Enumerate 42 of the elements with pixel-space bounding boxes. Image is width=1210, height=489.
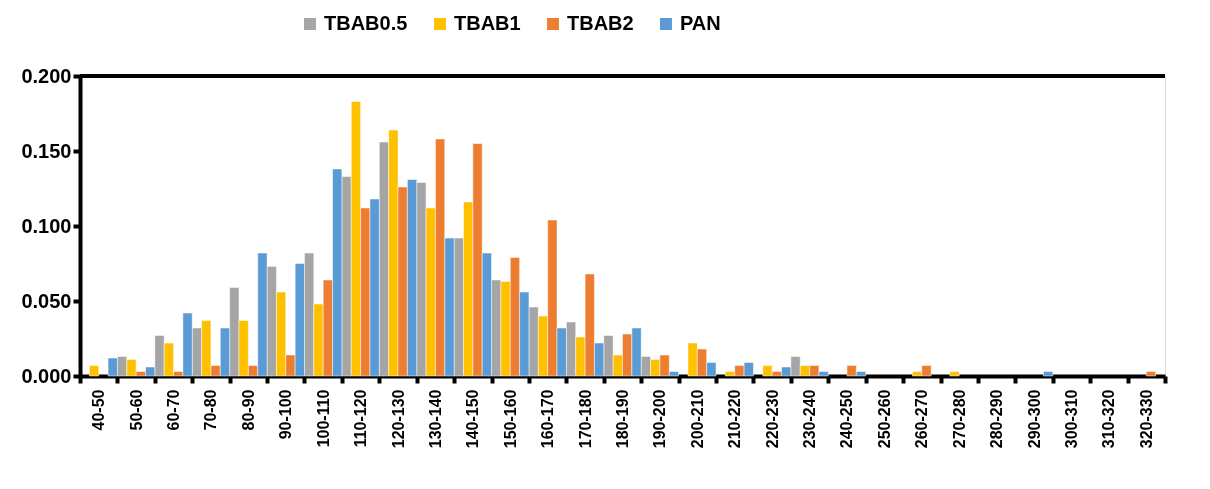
x-tick-label: 290-300 <box>1025 389 1043 449</box>
x-tick-label: 300-310 <box>1062 389 1080 449</box>
x-tick-label: 270-280 <box>950 389 968 449</box>
x-tick-label: 280-290 <box>988 389 1006 449</box>
bar <box>1043 371 1054 377</box>
x-tick-label: 120-130 <box>389 389 407 449</box>
y-tick-label: 0.200 <box>21 64 72 87</box>
x-tick-label: 200-210 <box>688 389 706 449</box>
y-tick-label: 0.050 <box>21 289 72 312</box>
x-tick-label: 150-160 <box>501 389 519 449</box>
y-tick-label: 0.150 <box>21 139 72 162</box>
legend-label: TBAB0.5 <box>324 12 408 34</box>
x-tick-label: 160-170 <box>539 389 557 449</box>
x-tick-label: 180-190 <box>614 389 631 449</box>
x-tick-label: 60-70 <box>165 389 183 431</box>
x-tick-label: 130-140 <box>426 389 444 449</box>
x-tick-label: 70-80 <box>202 389 220 431</box>
bar <box>949 371 960 377</box>
x-tick-label: 240-250 <box>838 389 856 449</box>
legend-label: TBAB1 <box>454 12 521 34</box>
x-tick-label: 80-90 <box>239 389 257 431</box>
x-tick-label: 140-150 <box>464 389 482 449</box>
x-tick-label: 100-110 <box>314 389 332 448</box>
legend-label: PAN <box>680 12 721 34</box>
x-tick-label: 320-330 <box>1137 389 1155 449</box>
x-tick-label: 210-220 <box>726 389 744 449</box>
x-tick-label: 190-200 <box>651 389 669 449</box>
bar <box>89 365 99 377</box>
x-tick-label: 230-240 <box>801 389 819 449</box>
x-tick-label: 90-100 <box>277 389 295 440</box>
y-tick-label: 0.000 <box>21 364 72 387</box>
x-tick-label: 310-320 <box>1100 389 1118 449</box>
x-tick-label: 260-270 <box>913 389 931 449</box>
x-tick-label: 170-180 <box>576 389 594 449</box>
x-tick-label: 40-50 <box>90 389 108 431</box>
x-tick-label: 220-230 <box>763 389 781 449</box>
bar <box>1146 371 1156 377</box>
x-tick-label: 50-60 <box>127 389 145 431</box>
x-tick-label: 110-120 <box>352 389 370 448</box>
x-tick-label: 250-260 <box>875 389 893 449</box>
y-tick-label: 0.100 <box>21 214 72 237</box>
legend-label: TBAB2 <box>567 12 634 34</box>
